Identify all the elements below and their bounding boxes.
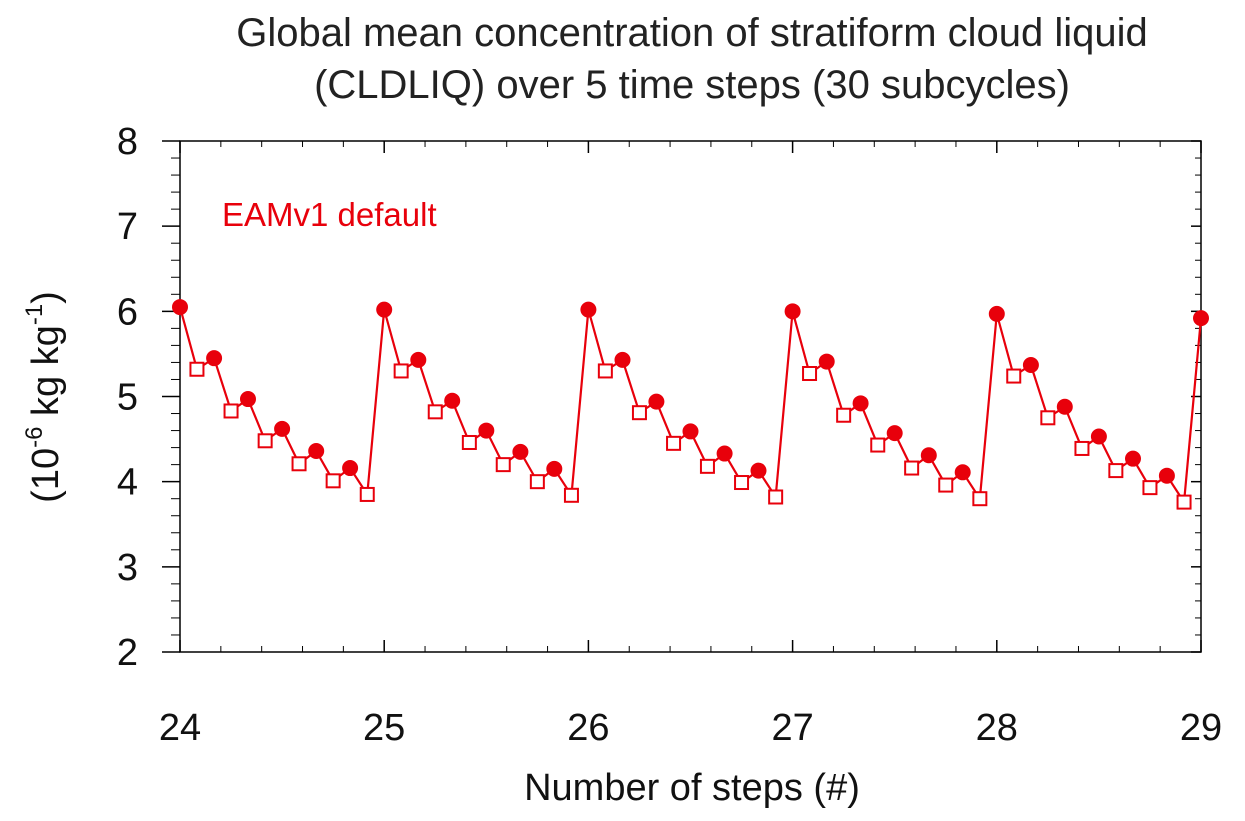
data-point-circle — [1158, 467, 1175, 484]
data-point-circle — [682, 423, 699, 440]
data-point-circle — [852, 395, 869, 412]
y-axis-label: (10-6 kg kg-1) — [21, 291, 67, 503]
series-markers — [172, 299, 1209, 510]
data-point-circle — [546, 460, 563, 477]
x-tick-labels: 24 25 26 27 28 29 — [159, 707, 1222, 749]
y-tick-label: 7 — [117, 206, 138, 248]
data-point-circle — [580, 301, 597, 318]
y-axis-label-prefix: (10 — [25, 448, 67, 503]
y-axis-label-suffix: ) — [25, 291, 67, 304]
data-point-circle — [512, 443, 529, 460]
y-tick-label: 5 — [117, 377, 138, 419]
data-point-circle — [648, 393, 665, 410]
data-point-square — [359, 486, 375, 502]
data-point-circle — [1090, 428, 1107, 445]
data-point-square — [597, 363, 613, 379]
data-point-circle — [478, 422, 495, 439]
data-point-circle — [444, 392, 461, 409]
data-point-square — [870, 437, 886, 453]
y-axis-label-units: kg kg — [25, 325, 67, 426]
data-point-circle — [410, 351, 427, 368]
series-annotation: EAMv1 default — [222, 196, 437, 233]
x-tick-label: 26 — [567, 707, 609, 749]
data-point-circle — [342, 460, 359, 477]
y-axis-label-exponent-1: -6 — [21, 427, 48, 448]
data-point-circle — [308, 443, 325, 460]
axis-ticks — [162, 140, 1202, 653]
x-tick-label: 28 — [976, 707, 1018, 749]
data-point-square — [836, 407, 852, 423]
data-point-circle — [920, 447, 937, 464]
data-point-square — [223, 403, 239, 419]
data-point-square — [802, 366, 818, 382]
data-point-square — [631, 405, 647, 421]
data-point-square — [734, 475, 750, 491]
data-point-circle — [988, 305, 1005, 322]
data-point-circle — [886, 425, 903, 442]
y-tick-label: 4 — [117, 462, 138, 504]
chart-title-line-2: (CLDLIQ) over 5 time steps (30 subcycles… — [314, 63, 1070, 107]
data-point-circle — [614, 351, 631, 368]
data-point-square — [529, 474, 545, 490]
x-tick-label: 25 — [363, 707, 405, 749]
x-tick-label: 24 — [159, 707, 201, 749]
data-point-square — [291, 456, 307, 472]
data-point-circle — [376, 301, 393, 318]
data-point-square — [427, 404, 443, 420]
data-point-square — [257, 433, 273, 449]
data-point-circle — [1056, 398, 1073, 415]
data-point-circle — [1193, 310, 1209, 327]
data-point-square — [189, 361, 205, 377]
data-point-circle — [716, 445, 733, 462]
data-point-square — [666, 435, 682, 451]
data-point-circle — [784, 303, 801, 320]
y-tick-labels: 2 3 4 5 6 7 8 — [117, 121, 138, 674]
data-point-square — [904, 460, 920, 476]
data-point-square — [1176, 494, 1192, 510]
x-tick-label: 27 — [771, 707, 813, 749]
data-point-square — [768, 489, 784, 505]
y-axis-label-exponent-2: -1 — [21, 304, 48, 325]
x-tick-label: 29 — [1180, 707, 1222, 749]
data-point-square — [972, 491, 988, 507]
data-point-square — [1040, 410, 1056, 426]
y-tick-label: 8 — [117, 121, 138, 163]
data-point-circle — [274, 420, 291, 437]
data-point-square — [495, 457, 511, 473]
series-line — [178, 306, 1203, 506]
data-point-square — [325, 473, 341, 489]
data-point-square — [938, 477, 954, 493]
y-tick-label: 6 — [117, 291, 138, 333]
data-point-circle — [1125, 450, 1142, 467]
data-point-square — [1142, 480, 1158, 496]
data-point-circle — [818, 353, 835, 370]
data-point-square — [1006, 368, 1022, 384]
data-point-circle — [1022, 356, 1039, 373]
data-point-square — [699, 458, 715, 474]
data-point-square — [461, 434, 477, 450]
data-point-circle — [172, 299, 188, 316]
data-point-square — [1074, 440, 1090, 456]
data-point-square — [1108, 463, 1124, 479]
data-point-circle — [954, 464, 971, 481]
data-point-square — [563, 487, 579, 503]
y-tick-label: 3 — [117, 547, 138, 589]
data-point-square — [393, 363, 409, 379]
y-tick-label: 2 — [117, 632, 138, 674]
data-point-circle — [206, 350, 223, 367]
data-point-circle — [239, 391, 256, 408]
chart-title-line-1: Global mean concentration of stratiform … — [236, 11, 1148, 55]
data-point-circle — [750, 462, 767, 479]
x-axis-label: Number of steps (#) — [524, 767, 860, 809]
